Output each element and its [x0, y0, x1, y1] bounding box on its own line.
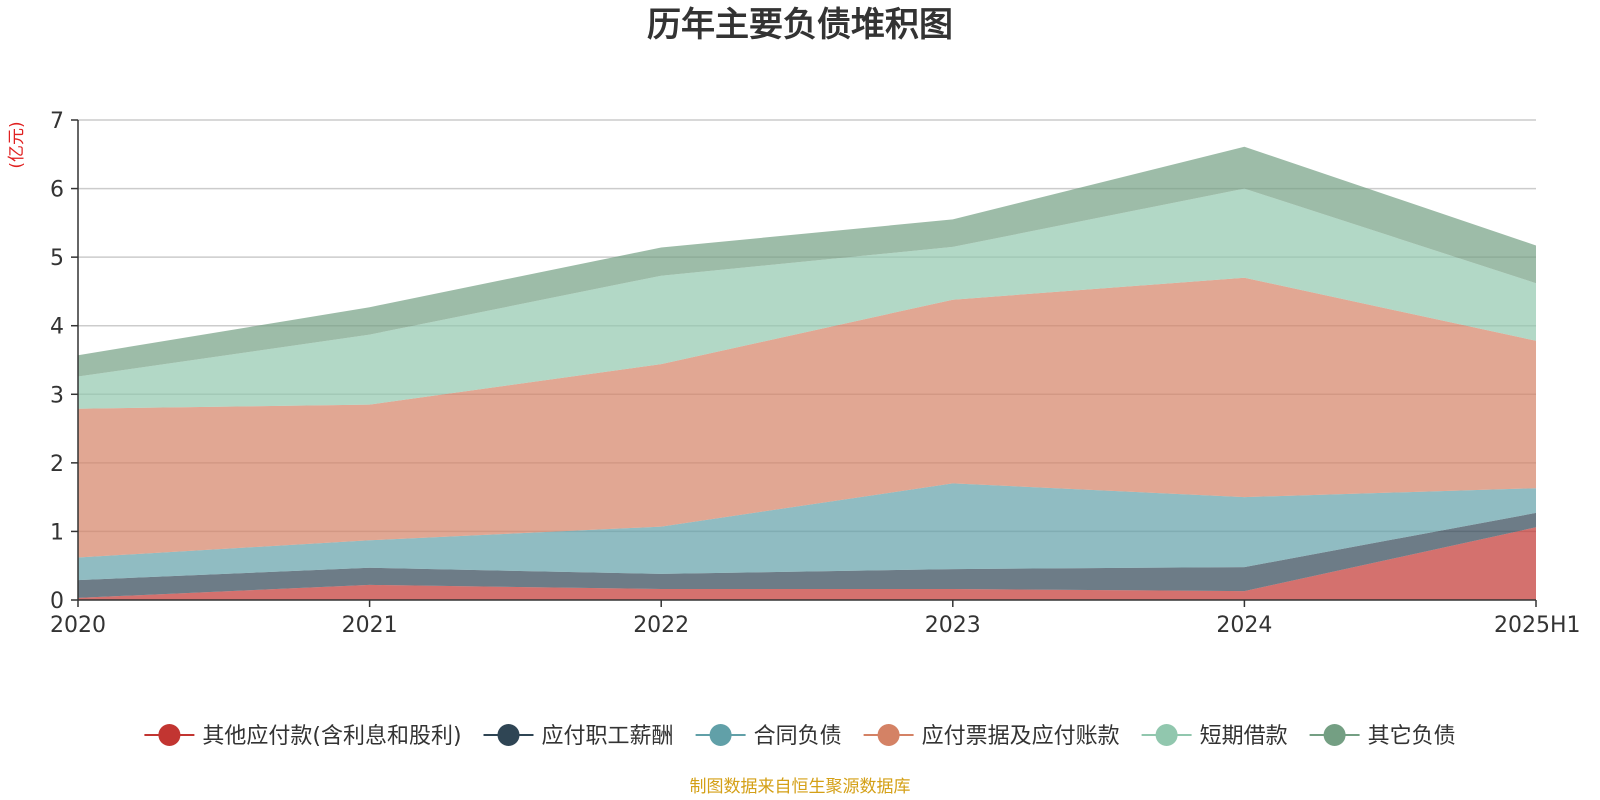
x-tick-label: 2020	[50, 613, 106, 638]
legend-marker	[158, 724, 181, 746]
x-tick-label: 2023	[925, 613, 981, 638]
legend-item-5[interactable]: 其它负债	[1309, 724, 1456, 749]
y-tick-label: 7	[50, 109, 64, 134]
x-tick-label: 2024	[1216, 613, 1272, 638]
area-series-group[interactable]	[78, 146, 1536, 600]
area-series-1[interactable]	[78, 512, 1536, 598]
legend-item-3[interactable]: 应付票据及应付账款	[863, 724, 1120, 749]
legend-marker	[877, 724, 900, 746]
y-tick-label: 2	[50, 452, 64, 477]
legend-label: 短期借款	[1200, 724, 1288, 749]
y-tick-label: 4	[50, 315, 64, 340]
legend-marker	[1323, 724, 1346, 746]
legend-marker	[1155, 724, 1178, 746]
legend-item-1[interactable]: 应付职工薪酬	[483, 724, 674, 749]
legend-marker	[497, 724, 520, 746]
legend-label: 合同负债	[754, 724, 842, 749]
y-tick-label: 1	[50, 520, 64, 545]
legend-label: 其他应付款(含利息和股利)	[202, 724, 461, 749]
axes: 0 1 2 3 4 5 6 7 2020 2021 2022 2023 2024 2025H1	[50, 109, 1581, 638]
legend-label: 其它负债	[1368, 724, 1456, 749]
area-series-4[interactable]	[78, 188, 1536, 409]
area-series-0[interactable]	[78, 527, 1536, 600]
data-source-note: 制图数据来自恒生聚源数据库	[690, 777, 911, 797]
legend-label: 应付票据及应付账款	[922, 724, 1120, 749]
y-tick-label: 5	[50, 246, 64, 271]
legend-item-4[interactable]: 短期借款	[1141, 724, 1288, 749]
x-tick-label: 2025H1	[1494, 613, 1581, 638]
y-axis-unit-label: (亿元)	[7, 121, 27, 168]
legend-item-2[interactable]: 合同负债	[695, 724, 842, 749]
legend-marker	[709, 724, 732, 746]
chart-title: 历年主要负债堆积图	[647, 5, 953, 45]
area-series-3[interactable]	[78, 277, 1536, 558]
legend-item-0[interactable]: 其他应付款(含利息和股利)	[144, 724, 462, 749]
legend[interactable]: 其他应付款(含利息和股利) 应付职工薪酬 合同负债 应付票据及应付账款 短期借款 其它负债	[144, 724, 1456, 749]
y-tick-label: 3	[50, 383, 64, 408]
area-series-5[interactable]	[78, 146, 1536, 377]
y-tick-label: 0	[50, 589, 64, 614]
legend-label: 应付职工薪酬	[542, 724, 674, 749]
x-tick-label: 2021	[342, 613, 398, 638]
y-tick-label: 6	[50, 178, 64, 203]
area-series-2[interactable]	[78, 483, 1536, 581]
x-tick-label: 2022	[633, 613, 689, 638]
